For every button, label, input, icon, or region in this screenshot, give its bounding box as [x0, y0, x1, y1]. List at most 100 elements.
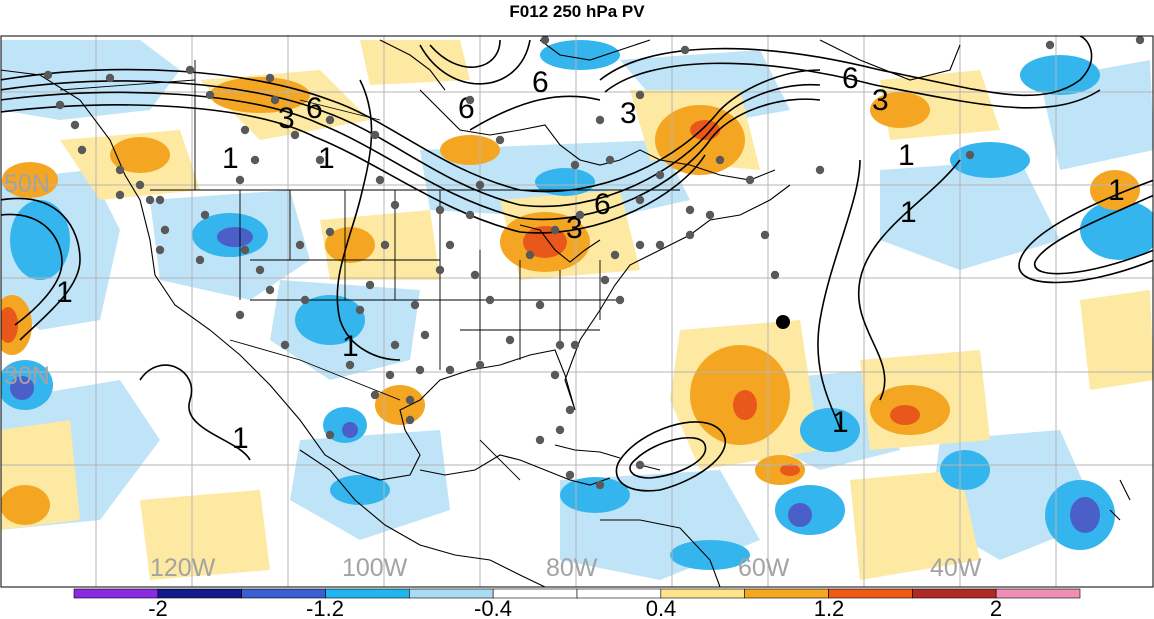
- station-dot: [465, 210, 475, 220]
- station-dot: [550, 370, 560, 380]
- lat-lon-grid: [1, 36, 1153, 587]
- station-dot: [655, 170, 665, 180]
- station-dot: [345, 360, 355, 370]
- station-dot: [135, 180, 145, 190]
- colorbar-segment: [912, 588, 997, 599]
- station-dot: [270, 95, 280, 105]
- station-dot: [325, 430, 335, 440]
- station-dot: [410, 300, 420, 310]
- station-dot: [465, 95, 475, 105]
- lon-label-60w: 60W: [738, 554, 790, 582]
- station-dot: [255, 265, 265, 275]
- station-dot: [295, 240, 305, 250]
- station-dot: [77, 145, 87, 155]
- station-dot: [250, 155, 260, 165]
- station-dot: [355, 305, 365, 315]
- station-dot: [570, 340, 580, 350]
- station-dot: [965, 150, 975, 160]
- contour-label: 1: [900, 196, 917, 229]
- contour-label: 3: [620, 97, 637, 130]
- station-dot: [265, 285, 275, 295]
- station-dot: [115, 165, 125, 175]
- contour-label: 3: [566, 212, 583, 245]
- colorbar-label: -2: [148, 596, 168, 619]
- station-dot: [595, 115, 605, 125]
- colorbar-label: 1.2: [814, 596, 845, 619]
- contour-label: 1: [56, 276, 73, 309]
- map-title: F012 250 hPa PV: [509, 2, 645, 21]
- contour-label: 1: [232, 422, 249, 455]
- station-dot: [565, 470, 575, 480]
- station-dot: [615, 295, 625, 305]
- station-dot: [325, 115, 335, 125]
- station-dot: [435, 265, 445, 275]
- station-dot: [325, 227, 335, 237]
- station-dot: [445, 240, 455, 250]
- station-dot: [385, 370, 395, 380]
- station-dot: [470, 270, 480, 280]
- station-dot: [365, 280, 375, 290]
- station-dot: [1135, 35, 1145, 45]
- station-dot: [635, 195, 645, 205]
- station-dot: [240, 245, 250, 255]
- station-dot: [405, 395, 415, 405]
- colorbar: [73, 588, 1081, 599]
- contour-label: 1: [342, 330, 359, 363]
- station-dot: [235, 175, 245, 185]
- station-dot: [43, 70, 53, 80]
- station-dot: [405, 415, 415, 425]
- colorbar-label: -1.2: [306, 596, 344, 619]
- station-dot: [555, 425, 565, 435]
- station-dot: [155, 195, 165, 205]
- colorbar-segment: [157, 588, 242, 599]
- station-dot: [535, 300, 545, 310]
- contour-label: 6: [842, 62, 859, 95]
- station-dot: [240, 125, 250, 135]
- contour-labels: 6 3 1 6 6 3 6 3 1 1 3 6 1 1 1 1 1 1: [56, 62, 1125, 455]
- station-dot: [105, 73, 115, 83]
- lon-label-100w: 100W: [342, 554, 408, 582]
- station-dot: [155, 245, 165, 255]
- station-dot: [550, 225, 560, 235]
- station-dot: [555, 340, 565, 350]
- colorbar-label: 0.4: [646, 596, 677, 619]
- station-dot: [715, 155, 725, 165]
- station-dot: [760, 230, 770, 240]
- station-dot: [605, 155, 615, 165]
- contour-label: 6: [594, 188, 611, 221]
- contour-label: 1: [1108, 174, 1125, 207]
- station-dot: [390, 200, 400, 210]
- station-dot: [685, 205, 695, 215]
- station-dot: [160, 225, 170, 235]
- station-dot: [745, 175, 755, 185]
- station-dot: [595, 480, 605, 490]
- contour-label: 3: [278, 102, 295, 135]
- observation-marker: [776, 315, 790, 329]
- station-dot: [635, 240, 645, 250]
- station-dot: [815, 165, 825, 175]
- contour-label: 6: [532, 66, 549, 99]
- station-dot: [575, 210, 585, 220]
- station-dot: [415, 365, 425, 375]
- lon-label-120w: 120W: [150, 554, 216, 582]
- station-dot: [485, 295, 495, 305]
- station-dot: [445, 365, 455, 375]
- contour-label: 3: [872, 84, 889, 117]
- station-dot: [205, 90, 215, 100]
- station-dot: [770, 270, 780, 280]
- station-dot: [280, 340, 290, 350]
- station-dot: [570, 160, 580, 170]
- station-dot: [540, 35, 550, 45]
- station-dot: [495, 135, 505, 145]
- contour-label: 1: [222, 142, 239, 175]
- pv-contours: [1, 36, 1153, 492]
- station-dot: [1045, 40, 1055, 50]
- map-frame: [0, 35, 1154, 588]
- lat-label-50n: 50N: [4, 170, 50, 198]
- contour-label: 1: [832, 406, 849, 439]
- station-dot: [600, 275, 610, 285]
- station-dot: [315, 155, 325, 165]
- station-dot: [535, 435, 545, 445]
- station-markers: [43, 35, 1145, 490]
- station-dot: [375, 175, 385, 185]
